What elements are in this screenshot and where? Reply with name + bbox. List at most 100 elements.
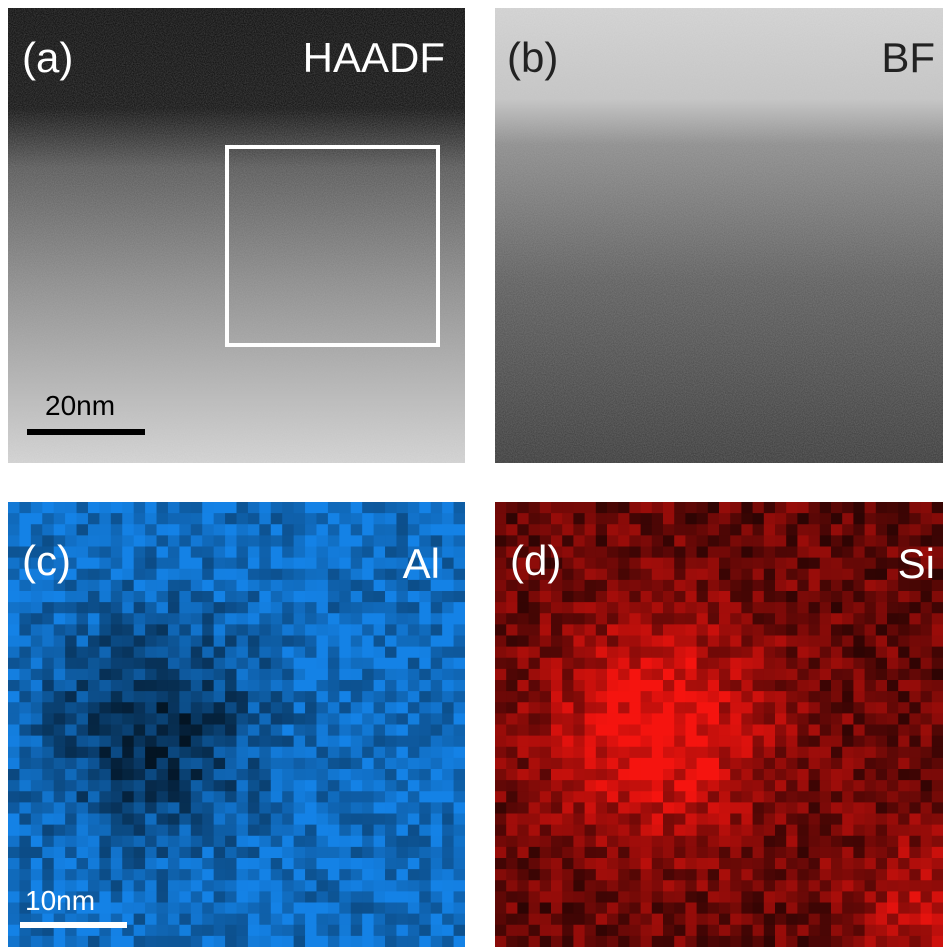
page: (a) HAADF 20nm (b) BF (c) Al 10nm (d) Si… <box>0 0 943 947</box>
pixel <box>708 880 720 892</box>
pixel <box>65 713 77 725</box>
pixel <box>719 502 731 514</box>
pixel <box>454 636 466 648</box>
pixel <box>697 502 709 514</box>
pixel <box>454 669 466 681</box>
pixel <box>663 858 675 870</box>
pixel <box>454 802 466 814</box>
pixel <box>225 802 237 814</box>
pixel <box>316 847 328 859</box>
pixel <box>641 836 653 848</box>
pixel <box>663 702 675 714</box>
pixel <box>618 624 630 636</box>
pixel <box>54 669 66 681</box>
pixel <box>99 658 111 670</box>
pixel <box>842 825 854 837</box>
pixel <box>294 713 306 725</box>
pixel <box>442 736 454 748</box>
pixel <box>708 580 720 592</box>
pixel <box>225 702 237 714</box>
pixel <box>237 669 249 681</box>
pixel <box>259 891 271 903</box>
pixel <box>853 780 865 792</box>
pixel <box>753 814 765 826</box>
pixel <box>157 769 169 781</box>
pixel <box>145 658 157 670</box>
pixel <box>641 691 653 703</box>
pixel <box>282 925 294 937</box>
pixel <box>730 936 742 947</box>
pixel <box>396 513 408 525</box>
pixel <box>396 647 408 659</box>
pixel <box>831 680 843 692</box>
pixel <box>168 891 180 903</box>
pixel <box>831 702 843 714</box>
pixel <box>663 691 675 703</box>
pixel <box>408 747 420 759</box>
pixel <box>741 736 753 748</box>
pixel <box>719 769 731 781</box>
pixel <box>820 602 832 614</box>
pixel <box>741 547 753 559</box>
pixel <box>454 891 466 903</box>
pixel <box>248 880 260 892</box>
pixel <box>585 636 597 648</box>
pixel <box>351 936 363 947</box>
pixel <box>775 713 787 725</box>
pixel <box>898 658 910 670</box>
pixel <box>898 836 910 848</box>
pixel <box>685 713 697 725</box>
pixel <box>385 602 397 614</box>
pixel <box>328 780 340 792</box>
pixel <box>248 613 260 625</box>
pixel <box>282 569 294 581</box>
pixel <box>932 591 943 603</box>
pixel <box>237 791 249 803</box>
pixel <box>31 780 43 792</box>
pixel <box>305 647 317 659</box>
pixel <box>898 713 910 725</box>
pixel <box>351 569 363 581</box>
pixel <box>652 802 664 814</box>
pixel <box>495 914 507 926</box>
pixel <box>562 802 574 814</box>
pixel <box>641 769 653 781</box>
pixel <box>775 502 787 514</box>
pixel <box>596 758 608 770</box>
pixel <box>529 602 541 614</box>
pixel <box>596 925 608 937</box>
pixel <box>351 925 363 937</box>
pixel <box>111 747 123 759</box>
pixel <box>887 513 899 525</box>
pixel <box>259 602 271 614</box>
pixel <box>697 925 709 937</box>
pixel <box>708 925 720 937</box>
pixel <box>551 669 563 681</box>
pixel <box>65 747 77 759</box>
pixel <box>31 836 43 848</box>
pixel <box>225 613 237 625</box>
pixel <box>168 580 180 592</box>
pixel <box>764 535 776 547</box>
pixel <box>385 591 397 603</box>
pixel <box>629 535 641 547</box>
pixel <box>719 836 731 848</box>
pixel <box>419 914 431 926</box>
pixel <box>202 658 214 670</box>
pixel <box>316 891 328 903</box>
pixel <box>305 791 317 803</box>
pixel <box>237 847 249 859</box>
pixel <box>88 713 100 725</box>
pixel <box>42 624 54 636</box>
pixel <box>179 747 191 759</box>
pixel <box>202 736 214 748</box>
pixel <box>202 569 214 581</box>
pixel <box>853 814 865 826</box>
pixel <box>316 914 328 926</box>
pixel <box>77 569 89 581</box>
pixel <box>708 547 720 559</box>
pixel <box>775 691 787 703</box>
pixel <box>294 580 306 592</box>
pixel <box>831 569 843 581</box>
pixel <box>786 880 798 892</box>
